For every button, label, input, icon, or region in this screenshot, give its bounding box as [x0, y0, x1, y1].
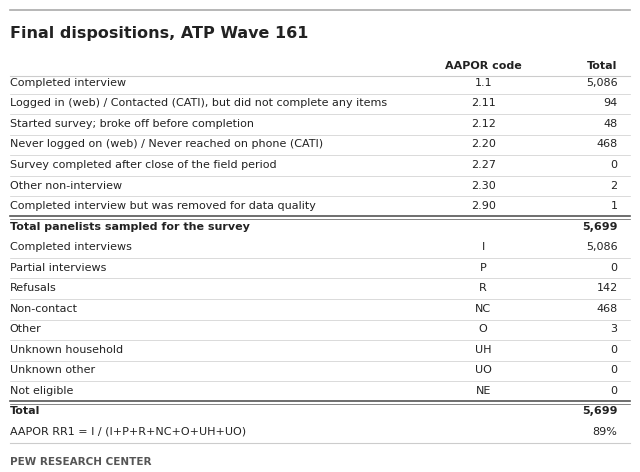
Text: Survey completed after close of the field period: Survey completed after close of the fiel… — [10, 160, 276, 170]
Text: AAPOR code: AAPOR code — [445, 61, 522, 71]
Text: 2.20: 2.20 — [471, 140, 495, 150]
Text: AAPOR RR1 = I / (I+P+R+NC+O+UH+UO): AAPOR RR1 = I / (I+P+R+NC+O+UH+UO) — [10, 427, 246, 437]
Text: Completed interview: Completed interview — [10, 78, 125, 88]
Text: I: I — [481, 242, 485, 252]
Text: Non-contact: Non-contact — [10, 304, 77, 314]
Text: Unknown other: Unknown other — [10, 365, 95, 375]
Text: Logged in (web) / Contacted (CATI), but did not complete any items: Logged in (web) / Contacted (CATI), but … — [10, 99, 387, 109]
Text: 142: 142 — [596, 283, 618, 293]
Text: 5,086: 5,086 — [586, 242, 618, 252]
Text: Never logged on (web) / Never reached on phone (CATI): Never logged on (web) / Never reached on… — [10, 140, 323, 150]
Text: Not eligible: Not eligible — [10, 386, 73, 396]
Text: PEW RESEARCH CENTER: PEW RESEARCH CENTER — [10, 457, 151, 467]
Text: Total panelists sampled for the survey: Total panelists sampled for the survey — [10, 221, 250, 232]
Text: 2.30: 2.30 — [471, 180, 495, 191]
Text: P: P — [480, 262, 486, 273]
Text: 5,086: 5,086 — [586, 78, 618, 88]
Text: 2.12: 2.12 — [471, 119, 495, 129]
Text: Partial interviews: Partial interviews — [10, 262, 106, 273]
Text: 0: 0 — [611, 345, 618, 355]
Text: 0: 0 — [611, 262, 618, 273]
Text: 89%: 89% — [593, 427, 618, 437]
Text: 1: 1 — [611, 201, 618, 211]
Text: 48: 48 — [604, 119, 618, 129]
Text: Other: Other — [10, 324, 42, 334]
Text: 1.1: 1.1 — [474, 78, 492, 88]
Text: 468: 468 — [596, 140, 618, 150]
Text: 0: 0 — [611, 160, 618, 170]
Text: 2.27: 2.27 — [470, 160, 496, 170]
Text: Final dispositions, ATP Wave 161: Final dispositions, ATP Wave 161 — [10, 26, 308, 41]
Text: 0: 0 — [611, 386, 618, 396]
Text: Total: Total — [10, 406, 40, 416]
Text: Other non-interview: Other non-interview — [10, 180, 122, 191]
Text: Refusals: Refusals — [10, 283, 56, 293]
Text: 2.90: 2.90 — [471, 201, 495, 211]
Text: 5,699: 5,699 — [582, 221, 618, 232]
Text: NC: NC — [475, 304, 492, 314]
Text: 2: 2 — [611, 180, 618, 191]
Text: 5,699: 5,699 — [582, 406, 618, 416]
Text: UO: UO — [475, 365, 492, 375]
Text: Completed interviews: Completed interviews — [10, 242, 131, 252]
Text: Started survey; broke off before completion: Started survey; broke off before complet… — [10, 119, 253, 129]
Text: Total: Total — [588, 61, 618, 71]
Text: UH: UH — [475, 345, 492, 355]
Text: 2.11: 2.11 — [471, 99, 495, 109]
Text: NE: NE — [476, 386, 491, 396]
Text: Completed interview but was removed for data quality: Completed interview but was removed for … — [10, 201, 316, 211]
Text: 3: 3 — [611, 324, 618, 334]
Text: 468: 468 — [596, 304, 618, 314]
Text: 0: 0 — [611, 365, 618, 375]
Text: Unknown household: Unknown household — [10, 345, 123, 355]
Text: O: O — [479, 324, 488, 334]
Text: 94: 94 — [604, 99, 618, 109]
Text: R: R — [479, 283, 487, 293]
